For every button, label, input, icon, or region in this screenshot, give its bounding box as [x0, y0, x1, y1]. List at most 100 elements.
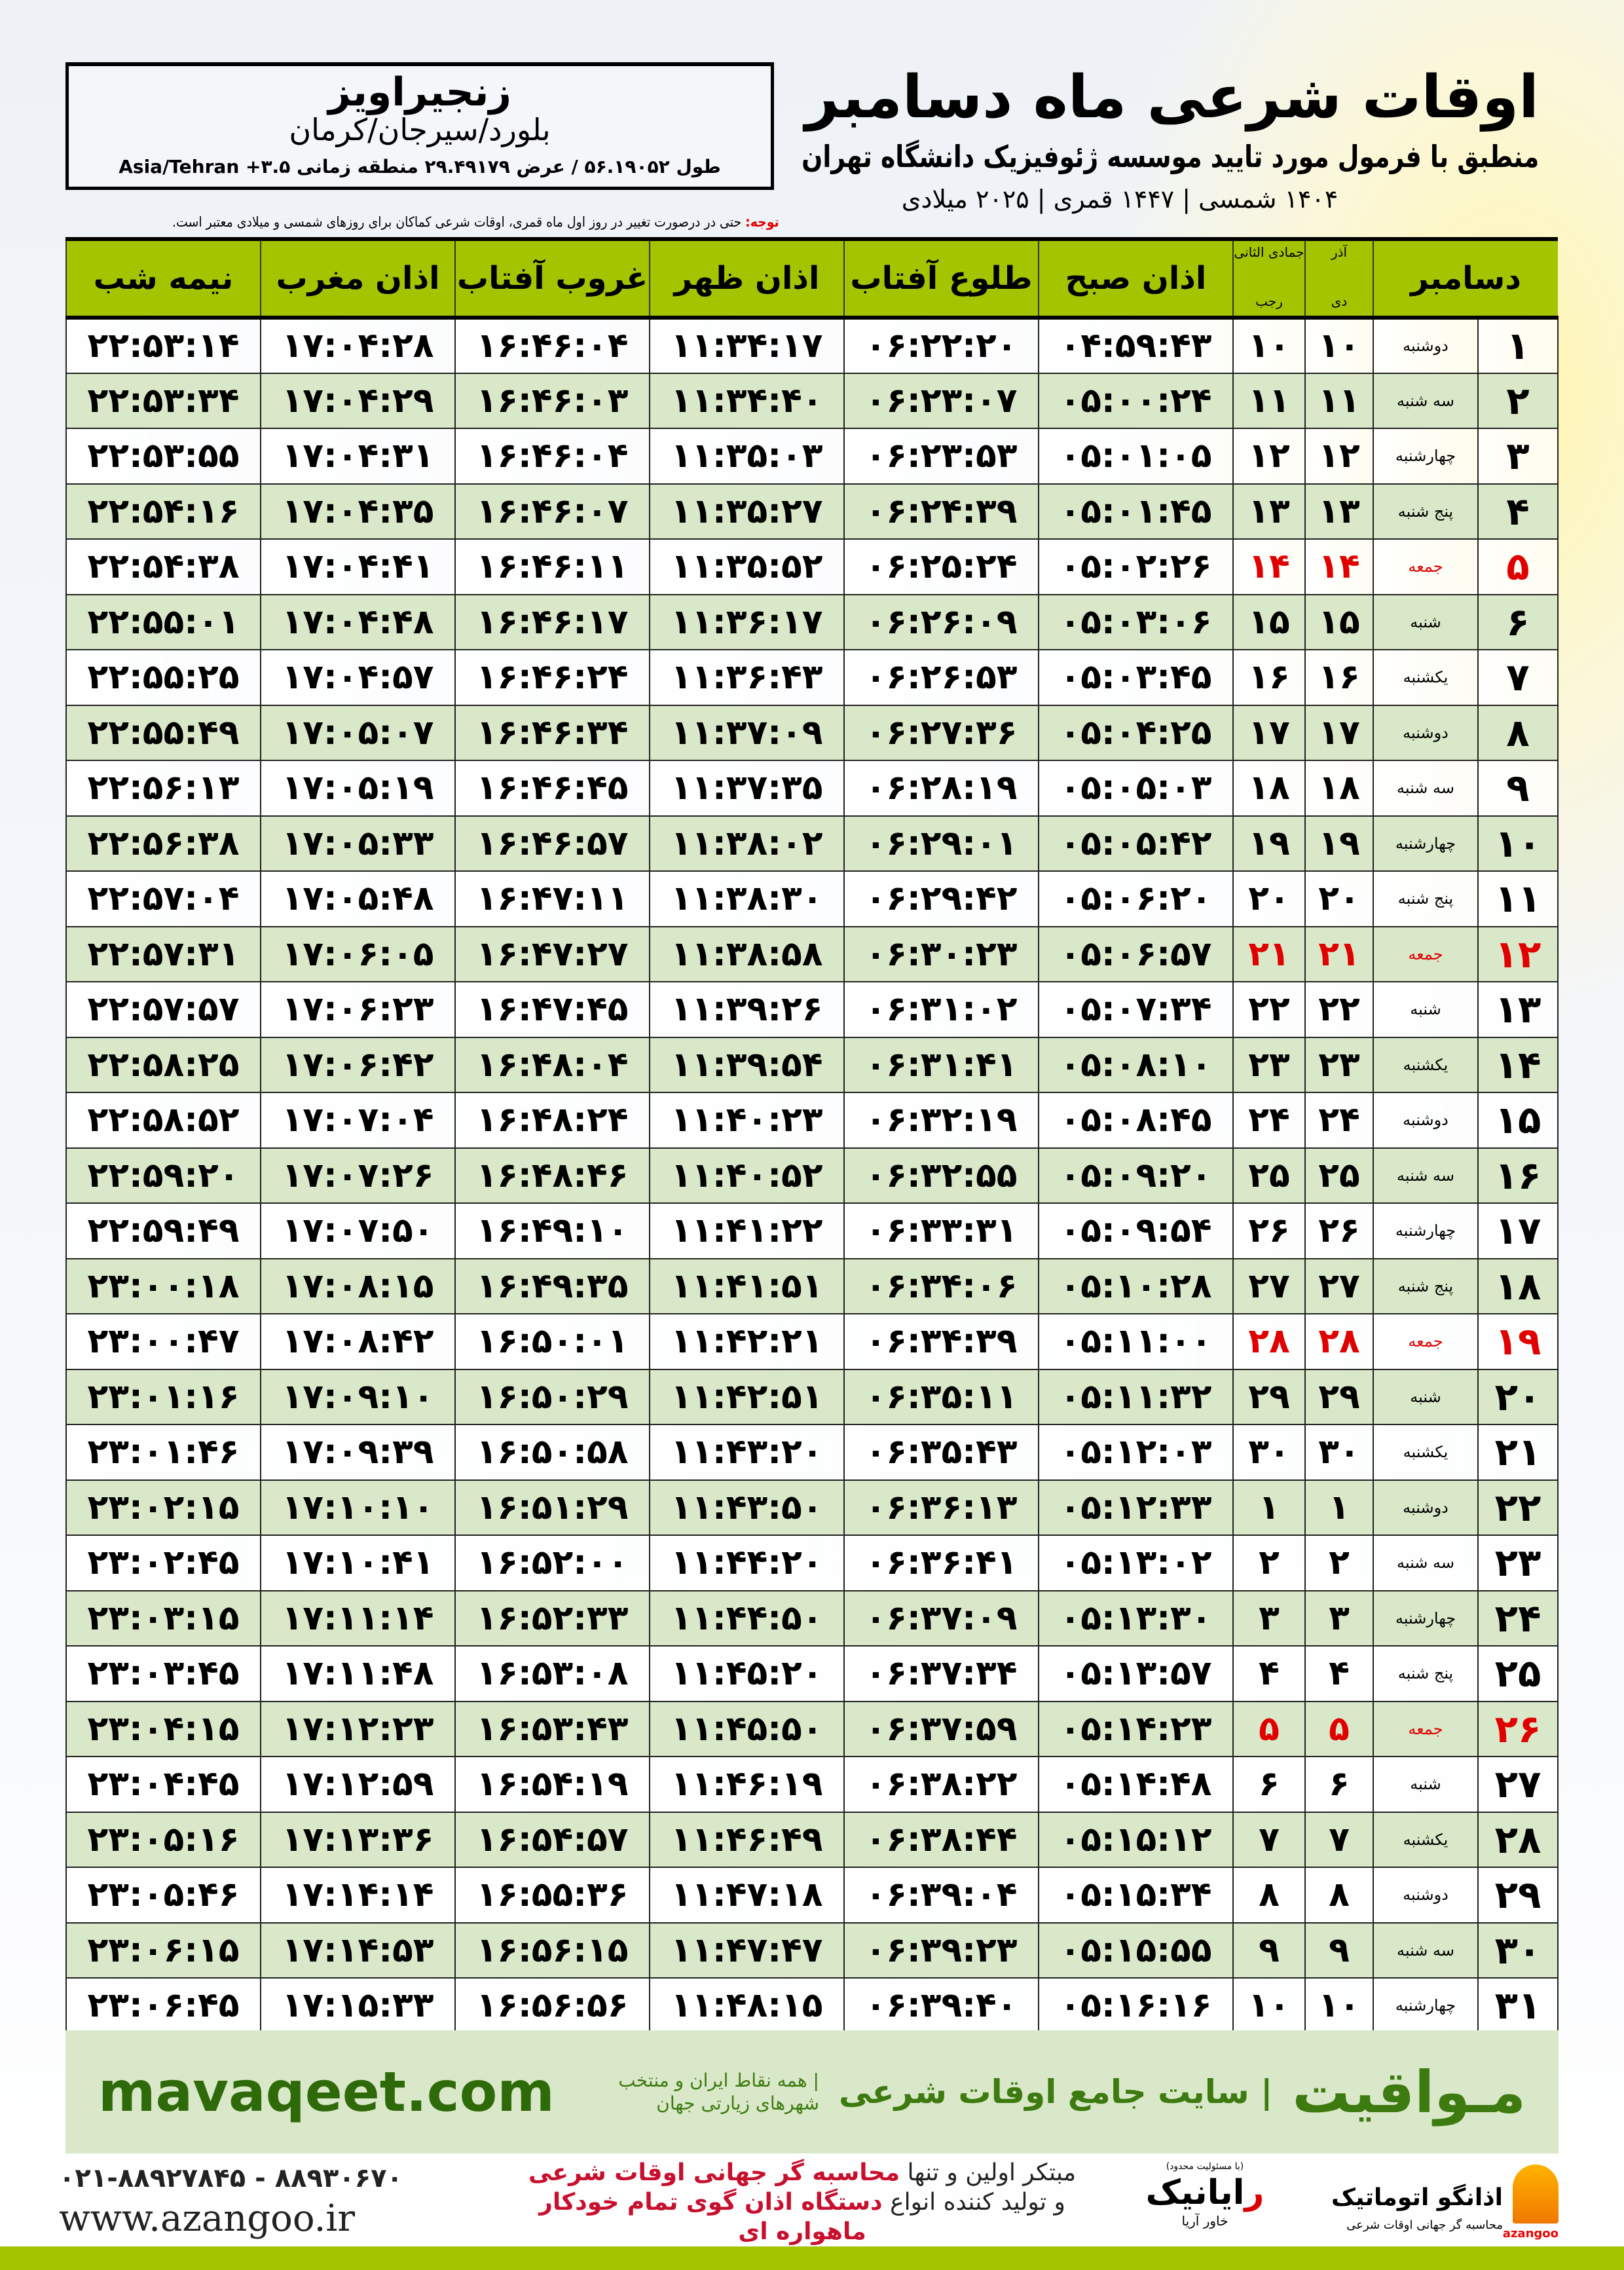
sunrise-time: ۰۶:۳۵:۱۱	[843, 1368, 1039, 1425]
weekday: یکشنبه	[1373, 1036, 1479, 1093]
dhuhr-time: ۱۱:۴۶:۱۹	[649, 1756, 845, 1813]
sunset-time: ۱۶:۵۵:۳۶	[454, 1867, 650, 1924]
banner-brand: مـواقیت	[1292, 2058, 1526, 2126]
weekday: دوشنبه	[1373, 1092, 1479, 1149]
dhuhr-time: ۱۱:۴۱:۵۱	[649, 1257, 845, 1314]
table-row: ۲۹ دوشنبه ۸ ۸ ۰۵:۱۵:۳۴ ۰۶:۳۹:۰۴ ۱۱:۴۷:۱۸ ۱۶:۵۵:…	[65, 1867, 1559, 1924]
midnight-time: ۲۲:۵۷:۳۱	[65, 925, 261, 982]
fajr-time: ۰۵:۱۱:۰۰	[1038, 1313, 1234, 1370]
day-number: ۱۹	[1477, 1313, 1559, 1370]
fajr-time: ۰۵:۱۰:۲۸	[1038, 1257, 1234, 1314]
dhuhr-time: ۱۱:۳۷:۳۵	[649, 760, 845, 817]
lunar-date: ۲۷	[1232, 1257, 1306, 1314]
sunrise-time: ۰۶:۲۹:۰۱	[843, 815, 1039, 872]
logo2-name: اذانگو اتوماتیک	[1331, 2184, 1503, 2211]
dhuhr-time: ۱۱:۳۶:۱۷	[649, 593, 845, 650]
dhuhr-time: ۱۱:۴۶:۴۹	[649, 1811, 845, 1868]
dhuhr-time: ۱۱:۳۴:۱۷	[649, 317, 845, 374]
table-row: ۲۸ یکشنبه ۷ ۷ ۰۵:۱۵:۱۲ ۰۶:۳۸:۴۴ ۱۱:۴۶:۴۹ ۱۶:۵۴:…	[65, 1811, 1559, 1868]
sunset-time: ۱۶:۴۶:۳۴	[454, 704, 650, 761]
fajr-time: ۰۵:۰۰:۲۴	[1038, 372, 1234, 429]
sunset-time: ۱۶:۵۰:۰۱	[454, 1313, 650, 1370]
day-number: ۲۰	[1477, 1368, 1559, 1425]
note-label: توجه:	[745, 214, 779, 230]
table-row: ۲۱ یکشنبه ۳۰ ۳۰ ۰۵:۱۲:۰۳ ۰۶:۳۵:۴۳ ۱۱:۴۳:۲۰ ۱۶:۵…	[65, 1424, 1559, 1481]
logo1-small: (با مسئولیت محدود)	[1166, 2161, 1244, 2172]
prayer-times-table: دسامبر آذر دی جمادی الثانی رجب اذان صبح طل…	[65, 237, 1559, 2034]
maghrib-time: ۱۷:۰۴:۵۷	[260, 649, 456, 706]
maghrib-time: ۱۷:۰۴:۳۱	[260, 428, 456, 485]
fajr-time: ۰۵:۱۱:۳۲	[1038, 1368, 1234, 1425]
maghrib-time: ۱۷:۰۹:۳۹	[260, 1424, 456, 1481]
sunset-time: ۱۶:۴۶:۲۴	[454, 649, 650, 706]
midnight-time: ۲۳:۰۳:۴۵	[65, 1645, 261, 1702]
table-row: ۸ دوشنبه ۱۷ ۱۷ ۰۵:۰۴:۲۵ ۰۶:۲۷:۳۶ ۱۱:۳۷:۰۹ ۱۶:۴۶…	[65, 704, 1559, 761]
table-row: ۷ یکشنبه ۱۶ ۱۶ ۰۵:۰۳:۴۵ ۰۶:۲۶:۵۳ ۱۱:۳۶:۴۳ ۱۶:۴۶…	[65, 649, 1559, 706]
lunar-date: ۱۴	[1232, 538, 1306, 595]
sunrise-time: ۰۶:۳۸:۴۴	[843, 1811, 1039, 1868]
weekday: جمعه	[1373, 925, 1479, 982]
header-maghrib: اذان مغرب	[260, 237, 455, 320]
solar-date: ۱۰	[1304, 317, 1374, 374]
lunar-date: ۳	[1232, 1590, 1306, 1647]
maghrib-time: ۱۷:۱۲:۵۹	[260, 1756, 456, 1813]
maghrib-time: ۱۷:۰۷:۰۴	[260, 1092, 456, 1149]
contact-block: ۰۲۱-۸۸۹۲۷۸۴۵ - ۸۸۹۳۰۶۷۰ www.azangoo.ir	[59, 2161, 478, 2243]
dhuhr-time: ۱۱:۴۷:۴۷	[649, 1922, 845, 1979]
sunset-time: ۱۶:۴۸:۴۶	[454, 1147, 650, 1204]
solar-date: ۱۷	[1304, 704, 1374, 761]
maghrib-time: ۱۷:۰۶:۲۳	[260, 981, 456, 1038]
table-header: دسامبر آذر دی جمادی الثانی رجب اذان صبح طل…	[65, 237, 1558, 320]
sunrise-time: ۰۶:۳۳:۳۱	[843, 1202, 1039, 1259]
sunrise-time: ۰۶:۳۶:۱۳	[843, 1479, 1039, 1536]
solar-date: ۵	[1304, 1700, 1374, 1757]
website-link[interactable]: www.azangoo.ir	[59, 2197, 356, 2240]
maghrib-time: ۱۷:۰۷:۵۰	[260, 1202, 456, 1259]
dhuhr-time: ۱۱:۳۸:۰۲	[649, 815, 845, 872]
solar-date: ۱۰	[1304, 1977, 1374, 2034]
day-number: ۱۰	[1477, 815, 1559, 872]
fajr-time: ۰۵:۰۳:۴۵	[1038, 649, 1234, 706]
table-row: ۱۰ چهارشنبه ۱۹ ۱۹ ۰۵:۰۵:۴۲ ۰۶:۲۹:۰۱ ۱۱:۳۸:۰۲ ۱۶…	[65, 815, 1559, 872]
maghrib-time: ۱۷:۱۴:۱۴	[260, 1867, 456, 1924]
lunar-date: ۱۷	[1232, 704, 1306, 761]
table-row: ۲۲ دوشنبه ۱ ۱ ۰۵:۱۲:۳۳ ۰۶:۳۶:۱۳ ۱۱:۴۳:۵۰ ۱۶:۵۱:…	[65, 1479, 1559, 1536]
fajr-time: ۰۵:۰۷:۳۴	[1038, 981, 1234, 1038]
maghrib-time: ۱۷:۰۵:۰۷	[260, 704, 456, 761]
header-midnight: نیمه شب	[65, 237, 261, 320]
solar-date: ۴	[1304, 1645, 1374, 1702]
weekday: جمعه	[1373, 1700, 1479, 1757]
dhuhr-time: ۱۱:۳۴:۴۰	[649, 372, 845, 429]
maghrib-time: ۱۷:۰۸:۴۲	[260, 1313, 456, 1370]
midnight-time: ۲۲:۵۶:۳۸	[65, 815, 261, 872]
fajr-time: ۰۵:۰۸:۴۵	[1038, 1092, 1234, 1149]
azangoo-logo: azangoo اذانگو اتوماتیک محاسبه گر جهانی …	[1297, 2165, 1559, 2246]
note: توجه: حتی در درصورت تغییر در روز اول ماه…	[172, 214, 779, 231]
banner-url[interactable]: mavaqeet.com	[98, 2060, 555, 2124]
table-row: ۱۱ پنج شنبه ۲۰ ۲۰ ۰۵:۰۶:۲۰ ۰۶:۲۹:۴۲ ۱۱:۳۸:۳۰ ۱۶…	[65, 870, 1559, 927]
lunar-date: ۱۵	[1232, 593, 1306, 650]
solar-date: ۹	[1304, 1922, 1374, 1979]
lunar-date: ۱۰	[1232, 317, 1306, 374]
sunrise-time: ۰۶:۳۹:۴۰	[843, 1977, 1039, 2034]
solar-date: ۲۳	[1304, 1036, 1374, 1093]
table-row: ۳۱ چهارشنبه ۱۰ ۱۰ ۰۵:۱۶:۱۶ ۰۶:۳۹:۴۰ ۱۱:۴۸:۱۵ ۱۶…	[65, 1977, 1559, 2034]
sunrise-time: ۰۶:۳۲:۵۵	[843, 1147, 1039, 1204]
maghrib-time: ۱۷:۰۵:۴۸	[260, 870, 456, 927]
weekday: چهارشنبه	[1373, 1977, 1479, 2034]
sunrise-time: ۰۶:۳۸:۲۲	[843, 1756, 1039, 1813]
sunset-time: ۱۶:۵۶:۵۶	[454, 1977, 650, 2034]
weekday: چهارشنبه	[1373, 815, 1479, 872]
weekday: شنبه	[1373, 981, 1479, 1038]
weekday: شنبه	[1373, 1368, 1479, 1425]
solar-date: ۲۱	[1304, 925, 1374, 982]
sunrise-time: ۰۶:۳۷:۳۴	[843, 1645, 1039, 1702]
fajr-time: ۰۵:۰۲:۲۶	[1038, 538, 1234, 595]
midnight-time: ۲۳:۰۳:۱۵	[65, 1590, 261, 1647]
fajr-time: ۰۵:۱۴:۲۳	[1038, 1700, 1234, 1757]
dhuhr-time: ۱۱:۴۳:۲۰	[649, 1424, 845, 1481]
solar-date: ۱۲	[1304, 428, 1374, 485]
mavaqeet-banner: مـواقیت | سایت جامع اوقات شرعی | همه نقا…	[65, 2030, 1559, 2153]
sunset-time: ۱۶:۵۱:۲۹	[454, 1479, 650, 1536]
slogan-1a: مبتکر اولین و تنها	[900, 2159, 1077, 2186]
